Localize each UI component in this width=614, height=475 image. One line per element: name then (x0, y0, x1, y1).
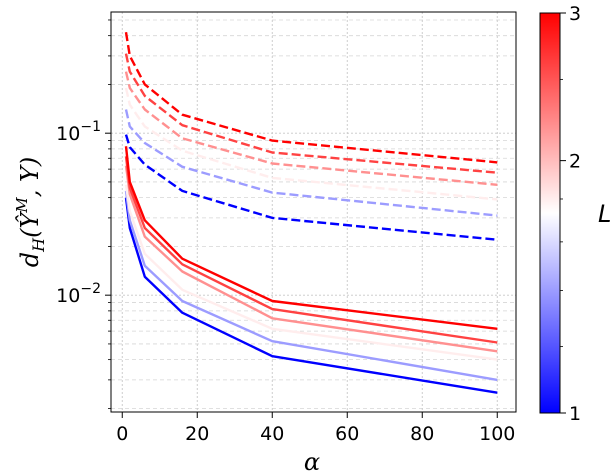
colorbar-ticks: 1 2 3 (560, 3, 581, 425)
y-tick-label: 10−2 (56, 281, 101, 307)
y-tick-base: 10 (56, 285, 80, 307)
plot-area-frame (110, 11, 517, 413)
y-label-sub: H (29, 237, 48, 253)
dashed-series-line (124, 109, 498, 217)
y-label-sup: M (13, 197, 31, 214)
dashed-series-line (124, 71, 498, 186)
minor-gridlines (111, 19, 516, 409)
colorbar-tick-label: 1 (569, 403, 581, 425)
solid-series-line (124, 197, 498, 394)
colorbar (539, 12, 561, 414)
y-tick-exponent: −1 (80, 119, 101, 135)
major-gridlines (111, 12, 516, 412)
solid-series-line (124, 184, 498, 361)
solid-series-line (124, 146, 498, 330)
dashed-series-line (124, 53, 498, 174)
solid-series-line (124, 190, 498, 382)
dashed-series-line (124, 87, 498, 201)
y-label-open: ( (16, 228, 44, 238)
y-label-d: d (16, 252, 44, 267)
dashed-series-line (124, 134, 498, 241)
data-lines (124, 32, 498, 394)
y-axis-label: dH(ŶM, Y) (13, 157, 48, 267)
x-tick-label: 60 (335, 423, 359, 445)
y-tick-base: 10 (56, 123, 80, 145)
y-axis-ticks: 10−210−1 (56, 19, 111, 409)
y-tick-label: 10−1 (56, 119, 101, 145)
x-tick-label: 40 (260, 423, 284, 445)
x-tick-label: 100 (479, 423, 515, 445)
y-label-rest: , Y) (16, 157, 44, 197)
colorbar-tick-label: 3 (569, 3, 581, 25)
solid-series-line (124, 156, 498, 344)
colorbar-label: L (598, 200, 611, 228)
x-axis-ticks: 0 20 40 60 80 100 (116, 412, 515, 445)
x-tick-label: 0 (116, 423, 128, 445)
dashed-series-line (124, 32, 498, 164)
x-tick-label: 20 (185, 423, 209, 445)
x-tick-label: 80 (410, 423, 434, 445)
x-axis-label: α (304, 448, 320, 475)
y-label-yhat: Ŷ (15, 210, 44, 228)
colorbar-tick-label: 2 (569, 151, 581, 173)
y-tick-exponent: −2 (80, 281, 101, 297)
